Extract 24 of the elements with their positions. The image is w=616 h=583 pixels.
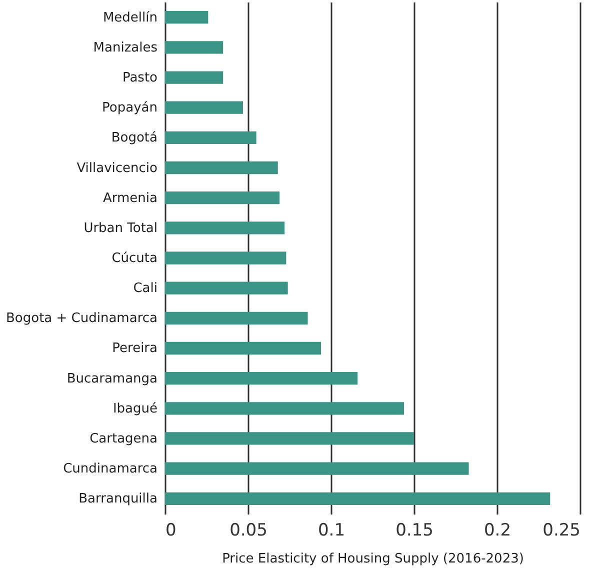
x-axis-title: Price Elasticity of Housing Supply (2016-2023)	[222, 552, 524, 566]
x-tick-label: 0.2	[484, 520, 512, 540]
y-tick-label: Bucaramanga	[66, 371, 158, 386]
y-tick-label: Bogota + Cudinamarca	[6, 311, 158, 326]
y-tick-label: Pasto	[122, 70, 158, 86]
x-tick-label: 0.05	[230, 520, 268, 540]
y-tick-label: Villavicencio	[76, 160, 158, 176]
y-tick-label: Armenia	[103, 190, 158, 206]
y-tick-label: Urban Total	[84, 220, 158, 236]
y-tick-label: Pereira	[112, 341, 158, 356]
y-tick-label: Medellín	[102, 10, 158, 26]
x-tick-label: 0.25	[542, 520, 580, 540]
y-tick-label: Cundinamarca	[63, 462, 158, 477]
y-tick-label: Bogotá	[111, 130, 158, 146]
x-tick-label: 0.1	[318, 520, 346, 540]
y-tick-label: Popayán	[102, 100, 158, 116]
x-tick-label: 0	[166, 520, 176, 540]
y-tick-label: Manizales	[93, 40, 158, 56]
y-tick-label: Cúcuta	[112, 251, 158, 266]
y-tick-label: Barranquilla	[78, 492, 158, 507]
y-tick-label: Cartagena	[90, 431, 158, 446]
y-tick-label: Cali	[133, 281, 158, 296]
x-tick-label: 0.15	[396, 520, 434, 540]
y-tick-label: Ibagué	[112, 401, 158, 416]
